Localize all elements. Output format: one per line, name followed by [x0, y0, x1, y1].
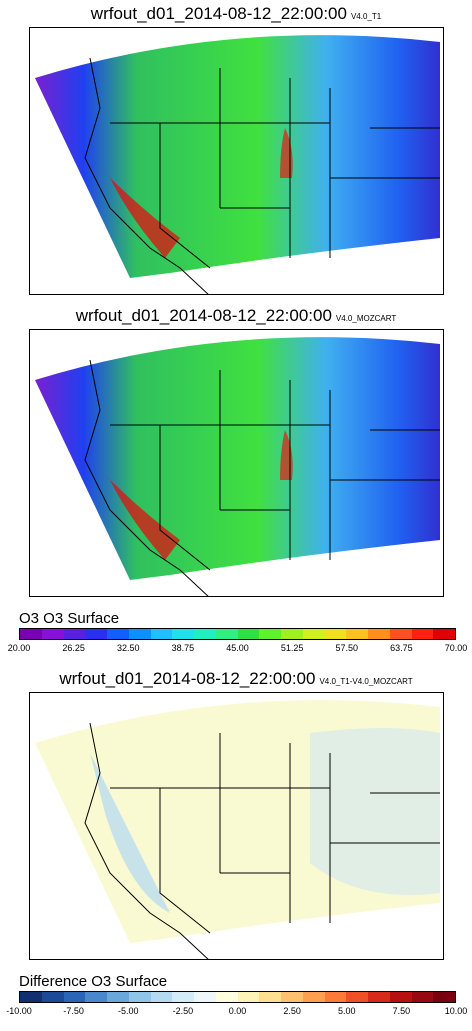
negative-diff-region: [90, 753, 170, 913]
map-panel-3: [29, 692, 444, 960]
colorbar-swatch: [389, 629, 412, 639]
colorbar1-label: O3 O3 Surface: [19, 610, 120, 627]
colorbar-swatch: [172, 629, 194, 639]
colorbar1-ticks: 20.00 26.25 32.50 38.75 45.00 51.25 57.50 63.75…: [0, 643, 472, 655]
colorbar-tick-label: 38.75: [171, 643, 195, 653]
colorbar-tick-label: 5.00: [337, 1006, 356, 1016]
map-panel-2: [29, 329, 444, 597]
colorbar-swatch: [150, 992, 173, 1002]
colorbar-swatch: [194, 992, 216, 1002]
negative-diff-east: [310, 728, 440, 895]
colorbar-swatch: [237, 629, 260, 639]
colorbar2-ticks: -10.00 -7.50 -5.00 -2.50 0.00 2.50 5.00 7.50 10.…: [0, 1006, 472, 1018]
map-2: [35, 337, 440, 596]
colorbar-swatch: [433, 992, 455, 1002]
colorbar-swatch: [302, 992, 325, 1002]
colorbar-swatch: [63, 992, 86, 1002]
high-o3-california: [100, 168, 180, 258]
colorbar-tick-label: 63.75: [390, 643, 413, 653]
colorbar-swatch: [107, 629, 129, 639]
colorbar-tick-label: 20.00: [7, 643, 31, 653]
colorbar-swatch: [128, 629, 151, 639]
state-borders: [110, 733, 440, 934]
colorbar-swatch: [172, 992, 194, 1002]
colorbar-swatch: [324, 629, 347, 639]
colorbar-swatch: [433, 629, 455, 639]
map-1: [35, 35, 440, 294]
coastline: [84, 722, 209, 959]
colorbar-swatch: [215, 992, 238, 1002]
colorbar-swatch: [324, 992, 347, 1002]
colorbar-swatch: [85, 992, 107, 1002]
panel2-title: wrfout_d01_2014-08-12_22:00:00 V4.0_MOZCA…: [75, 306, 397, 325]
o3-field: [35, 337, 440, 580]
colorbar-swatch: [85, 629, 107, 639]
colorbar-difference: [19, 991, 456, 1003]
colorbar-swatch: [346, 992, 368, 1002]
map-panel-1: [29, 27, 444, 295]
colorbar-swatch: [20, 992, 42, 1002]
colorbar-swatch: [259, 992, 281, 1002]
colorbar-swatch: [346, 629, 368, 639]
coastline: [84, 359, 209, 596]
high-o3-california: [100, 470, 180, 560]
colorbar-tick-label: 10.00: [444, 1006, 468, 1016]
colorbar-swatch: [389, 992, 412, 1002]
colorbar-swatch: [302, 629, 325, 639]
colorbar-swatch: [259, 629, 281, 639]
colorbar-swatch: [194, 629, 216, 639]
colorbar-tick-label: 57.50: [335, 643, 359, 653]
colorbar-swatch: [20, 629, 42, 639]
colorbar-swatch: [411, 629, 434, 639]
colorbar-swatch: [281, 992, 303, 1002]
colorbar-tick-label: -5.00: [117, 1006, 139, 1016]
colorbar-swatch: [368, 629, 390, 639]
colorbar-swatch: [41, 992, 64, 1002]
colorbar-tick-label: 0.00: [228, 1006, 247, 1016]
panel3-title: wrfout_d01_2014-08-12_22:00:00 V4.0_T1-V4…: [59, 669, 413, 688]
colorbar-swatch: [215, 629, 238, 639]
colorbar-tick-label: 70.00: [444, 643, 468, 653]
colorbar-tick-label: 32.50: [116, 643, 140, 653]
colorbar-swatch: [41, 629, 64, 639]
state-borders: [110, 370, 440, 571]
colorbar-tick-label: 51.25: [280, 643, 304, 653]
colorbar-tick-label: 2.50: [283, 1006, 301, 1016]
colorbar-swatch: [107, 992, 129, 1002]
colorbar-swatch: [368, 992, 390, 1002]
state-borders: [110, 68, 440, 269]
panel1-title: wrfout_d01_2014-08-12_22:00:00 V4.0_T1: [90, 4, 382, 23]
coastline: [84, 57, 209, 294]
o3-field: [35, 35, 440, 279]
colorbar-swatch: [281, 629, 303, 639]
colorbar-swatch: [237, 992, 260, 1002]
colorbar-swatch: [128, 992, 151, 1002]
colorbar-tick-label: 7.50: [392, 1006, 411, 1016]
colorbar-tick-label: -10.00: [6, 1006, 32, 1016]
colorbar-swatch: [63, 629, 86, 639]
colorbar-swatch: [411, 992, 434, 1002]
colorbar-tick-label: -7.50: [63, 1006, 84, 1016]
colorbar-tick-label: 45.00: [226, 643, 249, 653]
colorbar-swatch: [150, 629, 173, 639]
colorbar2-label: Difference O3 Surface: [19, 973, 168, 990]
colorbar-tick-label: -2.50: [172, 1006, 194, 1016]
map-3: [35, 700, 440, 959]
colorbar-tick-label: 26.25: [62, 643, 85, 653]
colorbar-o3: [19, 628, 456, 640]
